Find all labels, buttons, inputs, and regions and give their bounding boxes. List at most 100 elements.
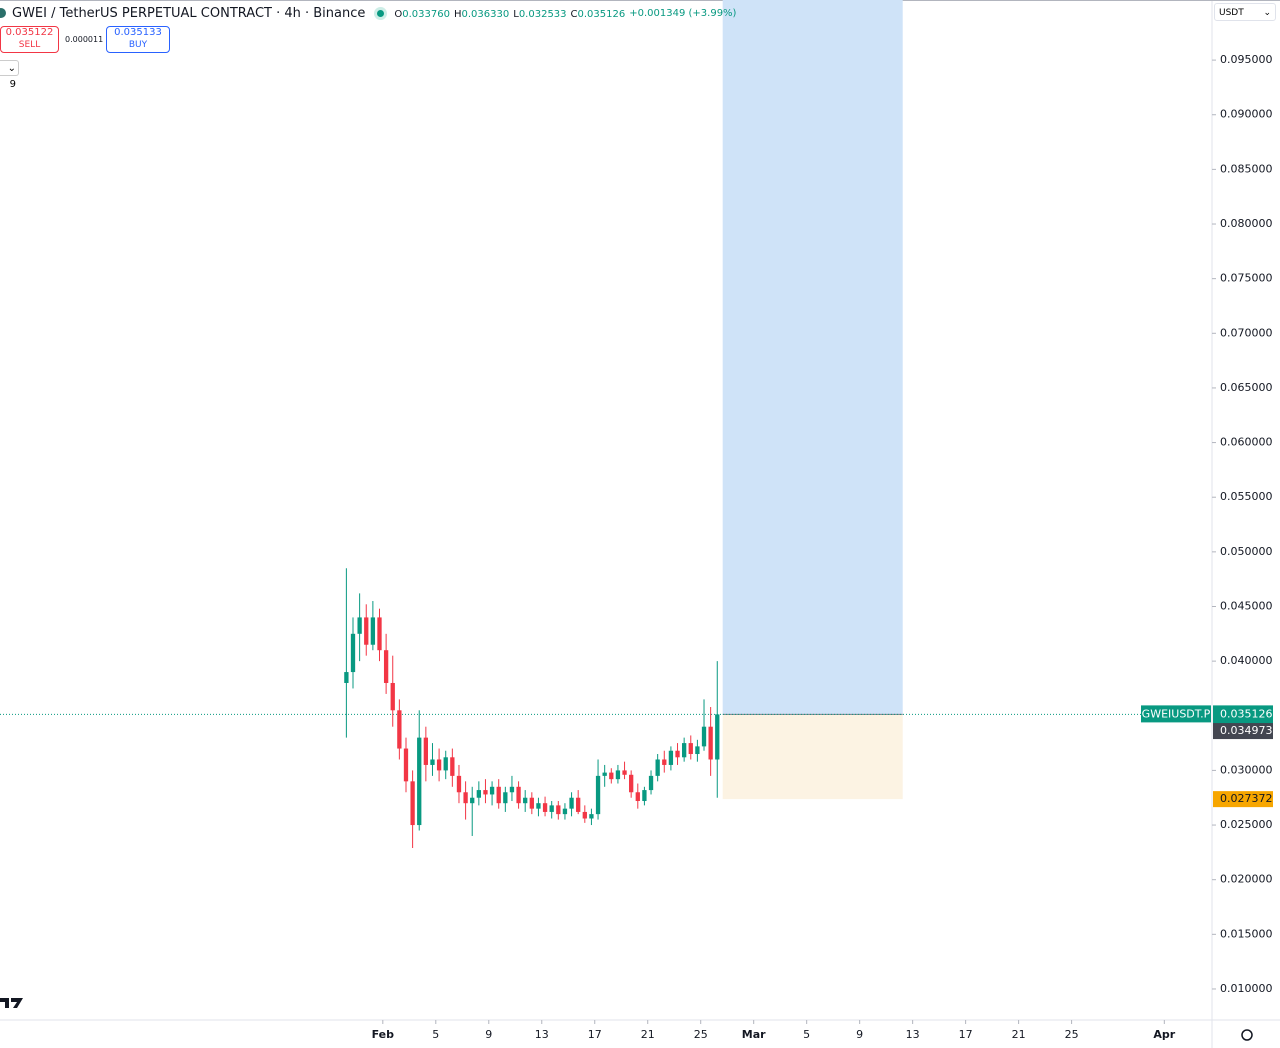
buy-label: BUY [128, 40, 148, 50]
x-tick-label: Apr [1153, 1028, 1175, 1041]
candle-body [615, 770, 621, 780]
currency-select[interactable]: USDT ⌄ [1214, 3, 1276, 21]
buy-price: 0.035133 [114, 27, 162, 38]
candle-body [450, 757, 455, 776]
ohlc-label: C [570, 8, 578, 20]
y-tick-label: 0.030000 [1220, 763, 1273, 776]
symbol-label: GWEIUSDT.P [1142, 707, 1211, 720]
candle-body [443, 757, 448, 771]
candle-body [476, 790, 481, 798]
candle-body [483, 790, 488, 795]
candle-body [668, 750, 674, 765]
candle-body [436, 759, 442, 771]
x-tick-label: 21 [1012, 1028, 1026, 1041]
ohlc-value: 0.036330 [461, 8, 510, 20]
y-tick-label: 0.095000 [1220, 53, 1273, 66]
ohlc-item: L0.032533 [513, 9, 566, 20]
candle-body [569, 797, 574, 809]
candle-body [681, 743, 687, 758]
candle-body [344, 672, 349, 683]
mark-price-label: 0.034973 [1220, 724, 1273, 737]
candle-body [503, 792, 508, 804]
y-tick-label: 0.050000 [1220, 545, 1273, 558]
candle-body [642, 790, 647, 802]
ohlc-label: O [394, 8, 403, 20]
candle-body [364, 617, 369, 645]
candle-body [582, 811, 587, 819]
ohlc: O0.033760 H0.036330 L0.032533 C0.035126 [390, 6, 625, 21]
candle-body [609, 772, 614, 780]
candle-body [417, 737, 422, 826]
y-tick-label: 0.015000 [1220, 927, 1273, 940]
y-tick-label: 0.085000 [1220, 162, 1273, 175]
candle-body [377, 617, 382, 651]
candle-body [470, 797, 475, 804]
spread: 0.000011 [65, 35, 104, 44]
status-dot [377, 9, 385, 17]
ohlc-item: O0.033760 [394, 9, 450, 20]
candle-body [655, 759, 660, 776]
candle-body [622, 770, 627, 775]
currency: USDT [1219, 8, 1244, 18]
symbol-icon[interactable] [0, 8, 6, 18]
candle-body [695, 746, 700, 755]
candle-body [370, 617, 376, 645]
x-tick-label: 25 [694, 1028, 708, 1041]
candle-body [509, 786, 515, 793]
candle-body [635, 792, 640, 802]
x-tick-label: 9 [856, 1028, 863, 1041]
y-tick-label: 0.055000 [1220, 490, 1273, 503]
target-zone [722, 0, 903, 715]
candle-body [648, 775, 654, 791]
y-tick-label: 0.060000 [1220, 436, 1273, 449]
y-tick-label: 0.075000 [1220, 272, 1273, 285]
ohlc-value: 0.035126 [577, 8, 626, 20]
legend: GWEI / TetherUS PERPETUAL CONTRACT · 4h … [0, 3, 736, 23]
ohlc-label: L [513, 8, 519, 20]
candle-body [662, 759, 667, 765]
sell-price: 0.035122 [5, 27, 54, 38]
candle-body [715, 714, 720, 760]
candle-body [708, 726, 713, 760]
candle-body [350, 633, 356, 673]
candle-body [529, 797, 534, 809]
stop-price-bg [1213, 791, 1273, 808]
candle-body [602, 772, 607, 776]
y-tick-label: 0.065000 [1220, 381, 1273, 394]
x-tick-label: 9 [485, 1028, 492, 1041]
y-tick-label: 0.025000 [1220, 818, 1273, 831]
candle-body [629, 774, 634, 793]
candle-body [523, 797, 528, 804]
candle-body [536, 803, 541, 809]
candle-body [397, 710, 402, 749]
stop-price-label: 0.027372 [1220, 792, 1273, 805]
candle-body [688, 743, 693, 755]
sell-label: SELL [18, 40, 41, 50]
candle-body [701, 726, 707, 747]
candle-body [589, 814, 594, 819]
indicators-toggle[interactable]: ⌄ 9 [0, 60, 19, 90]
candle-body [595, 775, 601, 815]
indicator-count: 9 [9, 79, 16, 90]
ohlc-value: 0.032533 [518, 8, 567, 20]
symbol-title[interactable]: GWEI / TetherUS PERPETUAL CONTRACT · 4h … [12, 5, 366, 21]
settings-icon[interactable] [1241, 1029, 1253, 1041]
candle-body [549, 805, 554, 812]
ohlc-label: H [453, 8, 462, 20]
candle-body [383, 650, 389, 683]
candle-body [675, 750, 680, 758]
candle-body [357, 617, 362, 634]
candle-body [496, 786, 501, 804]
ohlc-item: H0.036330 [454, 9, 509, 20]
candle-body [542, 803, 548, 812]
candle-body [463, 792, 468, 804]
candle-body [430, 759, 435, 765]
candle-body [562, 808, 568, 815]
change: +0.001349 (+3.99%) [629, 7, 737, 19]
y-tick-label: 0.020000 [1220, 873, 1273, 886]
sell-button[interactable]: 0.035122 SELL [0, 26, 59, 53]
buy-button[interactable]: 0.035133 BUY [106, 26, 170, 53]
last-price-label: 0.035126 [1220, 707, 1273, 720]
